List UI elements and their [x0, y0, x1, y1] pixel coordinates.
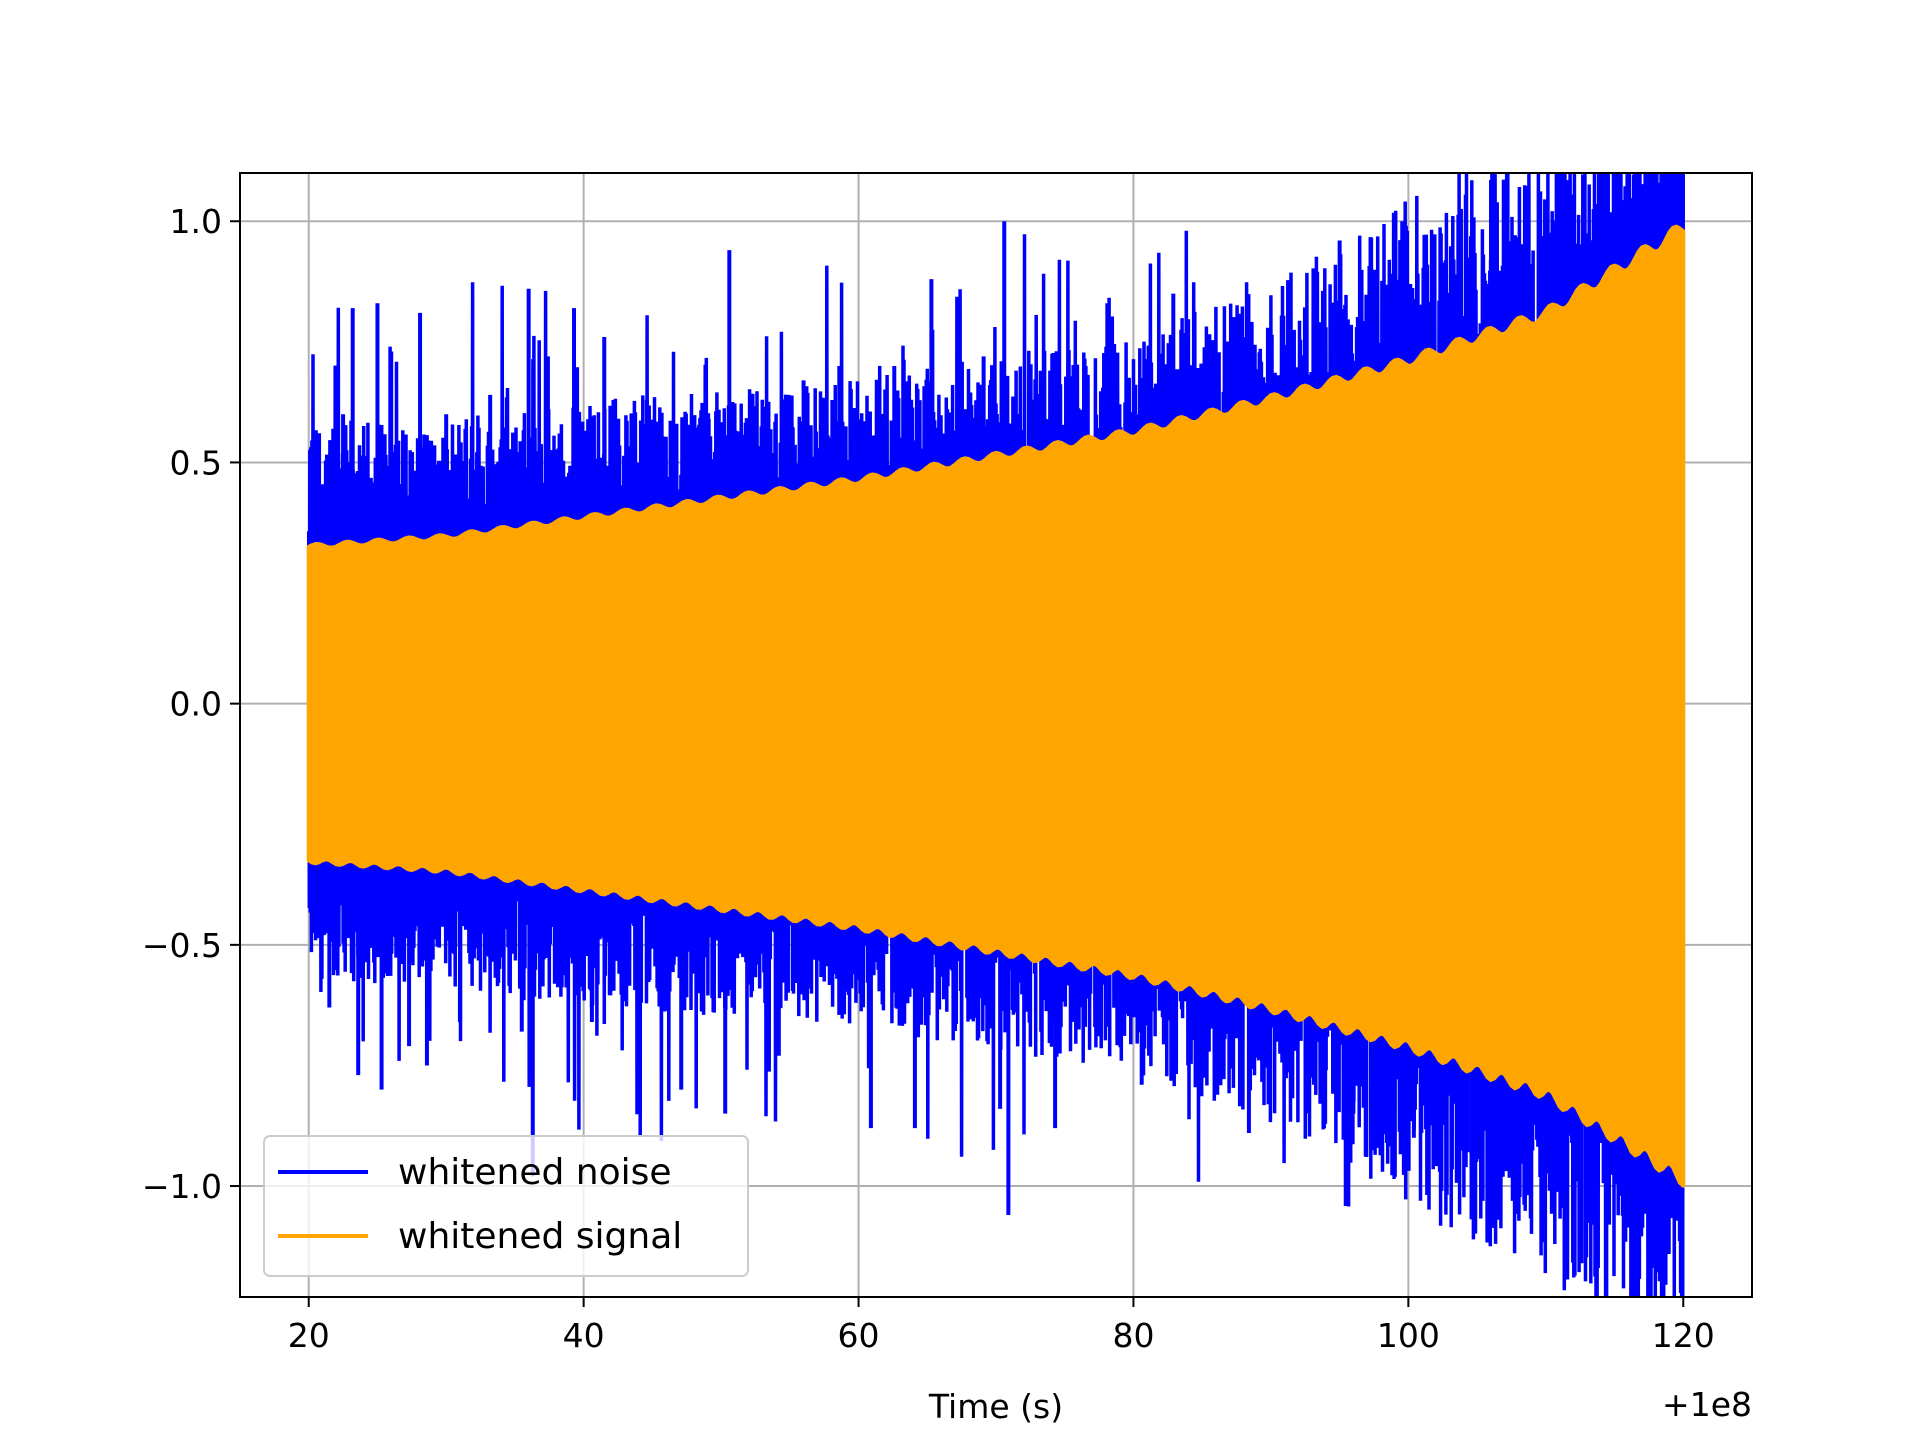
x-axis-label: Time (s): [928, 1387, 1063, 1426]
x-tick-label: 20: [288, 1316, 330, 1355]
x-tick-label: 40: [563, 1316, 605, 1355]
plot-area: [306, 173, 1686, 1297]
x-tick-label: 60: [838, 1316, 880, 1355]
signal-trace: [306, 224, 1686, 1188]
axes-frame: [239, 172, 1753, 1298]
legend-signal-label: whitened signal: [398, 1216, 682, 1257]
legend-noise-label: whitened noise: [398, 1152, 672, 1193]
x-tick-label: 80: [1112, 1316, 1154, 1355]
x-axis-ticks: 20 40 60 80 100 120: [288, 1297, 1715, 1355]
y-tick-label: −1.0: [142, 1167, 222, 1206]
legend-frame: [263, 1135, 749, 1277]
y-tick-label: 0.5: [170, 443, 222, 482]
series-whitened-signal: [306, 224, 1686, 1188]
legend: whitened noise whitened signal: [263, 1135, 749, 1277]
y-tick-label: 0.0: [170, 685, 222, 724]
x-tick-label: 100: [1377, 1316, 1440, 1355]
y-axis-ticks: −1.0 −0.5 0.0 0.5 1.0: [142, 202, 240, 1206]
y-tick-label: 1.0: [170, 202, 222, 241]
x-offset-label: +1e8: [1662, 1385, 1752, 1424]
x-tick-label: 120: [1652, 1316, 1715, 1355]
y-tick-label: −0.5: [142, 926, 222, 965]
